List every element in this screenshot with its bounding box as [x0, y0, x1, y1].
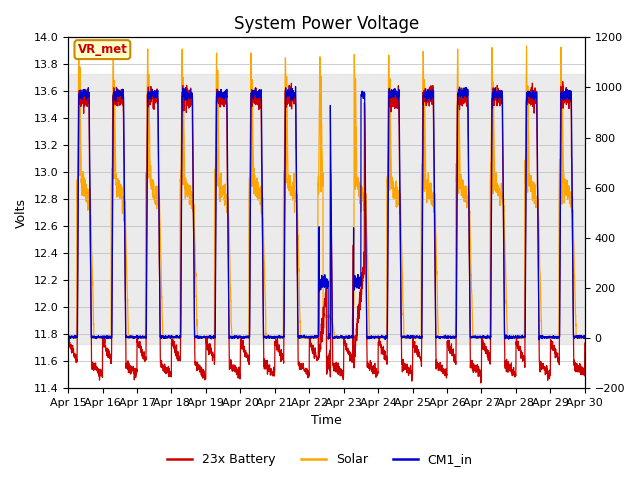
- Legend: 23x Battery, Solar, CM1_in: 23x Battery, Solar, CM1_in: [163, 448, 477, 471]
- X-axis label: Time: Time: [311, 414, 342, 427]
- Text: VR_met: VR_met: [77, 43, 127, 56]
- Title: System Power Voltage: System Power Voltage: [234, 15, 419, 33]
- Y-axis label: Volts: Volts: [15, 198, 28, 228]
- Bar: [68, 74, 585, 344]
